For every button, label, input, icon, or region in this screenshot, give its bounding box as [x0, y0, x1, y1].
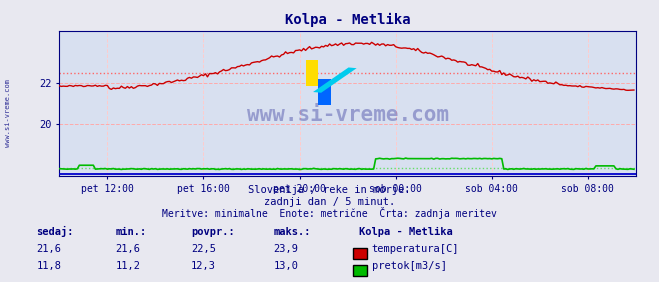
Text: www.si-vreme.com: www.si-vreme.com: [246, 105, 449, 125]
Bar: [306, 60, 318, 86]
Text: 23,9: 23,9: [273, 244, 299, 254]
Text: min.:: min.:: [115, 228, 146, 237]
Text: 12,3: 12,3: [191, 261, 216, 271]
Bar: [313, 67, 357, 93]
Text: 11,2: 11,2: [115, 261, 140, 271]
Text: zadnji dan / 5 minut.: zadnji dan / 5 minut.: [264, 197, 395, 207]
Text: 13,0: 13,0: [273, 261, 299, 271]
Text: Kolpa - Metlika: Kolpa - Metlika: [359, 228, 453, 237]
Text: maks.:: maks.:: [273, 228, 311, 237]
Text: 11,8: 11,8: [36, 261, 61, 271]
Text: www.si-vreme.com: www.si-vreme.com: [5, 79, 11, 147]
Text: Meritve: minimalne  Enote: metrične  Črta: zadnja meritev: Meritve: minimalne Enote: metrične Črta:…: [162, 207, 497, 219]
Text: Slovenija / reke in morje.: Slovenija / reke in morje.: [248, 185, 411, 195]
Text: pretok[m3/s]: pretok[m3/s]: [372, 261, 447, 271]
Text: sedaj:: sedaj:: [36, 226, 74, 237]
Text: povpr.:: povpr.:: [191, 228, 235, 237]
Text: temperatura[C]: temperatura[C]: [372, 244, 459, 254]
Title: Kolpa - Metlika: Kolpa - Metlika: [285, 13, 411, 27]
Text: 21,6: 21,6: [36, 244, 61, 254]
Text: 21,6: 21,6: [115, 244, 140, 254]
Bar: [318, 79, 331, 105]
Text: 22,5: 22,5: [191, 244, 216, 254]
